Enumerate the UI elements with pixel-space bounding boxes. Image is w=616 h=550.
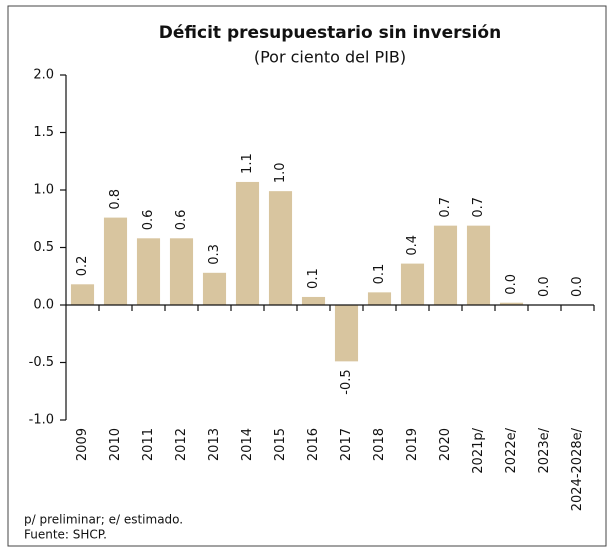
x-tick-label: 2021p/ [471, 427, 486, 473]
value-label: 0.6 [174, 210, 189, 231]
bar [301, 296, 326, 305]
bar [268, 191, 293, 305]
x-tick-label: 2013 [207, 428, 222, 461]
y-tick-label: 1.0 [33, 183, 54, 198]
value-label: 0.7 [438, 197, 453, 218]
bar [400, 263, 425, 305]
x-tick-label: 2018 [372, 428, 387, 461]
value-label: 0.1 [306, 268, 321, 289]
bar [136, 238, 161, 305]
value-label: 0.8 [108, 189, 123, 210]
x-tick-label: 2009 [75, 428, 90, 461]
footnote: p/ preliminar; e/ estimado. [24, 513, 183, 527]
x-tick-label: 2024-2028e/ [570, 427, 585, 511]
value-label: 0.1 [372, 264, 387, 285]
value-label: 0.7 [471, 197, 486, 218]
value-label: 0.0 [504, 274, 519, 295]
value-label: 0.4 [405, 235, 420, 256]
x-tick-label: 2011 [141, 428, 156, 461]
bar [169, 238, 194, 305]
y-tick-label: 0.5 [33, 240, 54, 255]
bar [103, 217, 128, 305]
footnote: Fuente: SHCP. [24, 528, 107, 542]
x-tick-label: 2012 [174, 428, 189, 461]
value-label: 0.0 [570, 276, 585, 297]
value-label: -0.5 [339, 369, 354, 394]
y-tick-label: 1.5 [33, 125, 54, 140]
y-tick-label: 2.0 [33, 68, 54, 83]
bar [433, 225, 458, 305]
value-label: 1.0 [273, 162, 288, 183]
value-label: 0.0 [537, 276, 552, 297]
value-label: 0.3 [207, 244, 222, 265]
y-tick-label: -1.0 [29, 413, 54, 428]
bar [466, 225, 491, 305]
bar [202, 272, 227, 305]
x-tick-label: 2010 [108, 428, 123, 461]
y-tick-label: 0.0 [33, 298, 54, 313]
chart-subtitle: (Por ciento del PIB) [254, 48, 406, 67]
value-label: 1.1 [240, 153, 255, 174]
chart-frame [7, 5, 607, 547]
bar [334, 305, 359, 362]
bar [367, 292, 392, 305]
bar [70, 284, 95, 305]
x-tick-label: 2015 [273, 428, 288, 461]
x-tick-label: 2016 [306, 428, 321, 461]
bar [499, 302, 524, 305]
x-tick-label: 2020 [438, 428, 453, 461]
bar [235, 181, 260, 305]
x-tick-label: 2014 [240, 428, 255, 461]
chart-title: Déficit presupuestario sin inversión [159, 23, 501, 43]
x-tick-label: 2022e/ [504, 427, 519, 473]
value-label: 0.2 [75, 256, 90, 277]
x-tick-label: 2017 [339, 428, 354, 461]
value-label: 0.6 [141, 210, 156, 231]
x-tick-label: 2023e/ [537, 427, 552, 473]
y-tick-label: -0.5 [29, 355, 54, 370]
x-tick-label: 2019 [405, 428, 420, 461]
